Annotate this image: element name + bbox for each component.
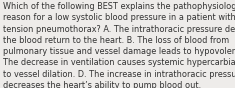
Text: Which of the following BEST explains the pathophysiological
reason for a low sys: Which of the following BEST explains the… — [3, 2, 235, 88]
